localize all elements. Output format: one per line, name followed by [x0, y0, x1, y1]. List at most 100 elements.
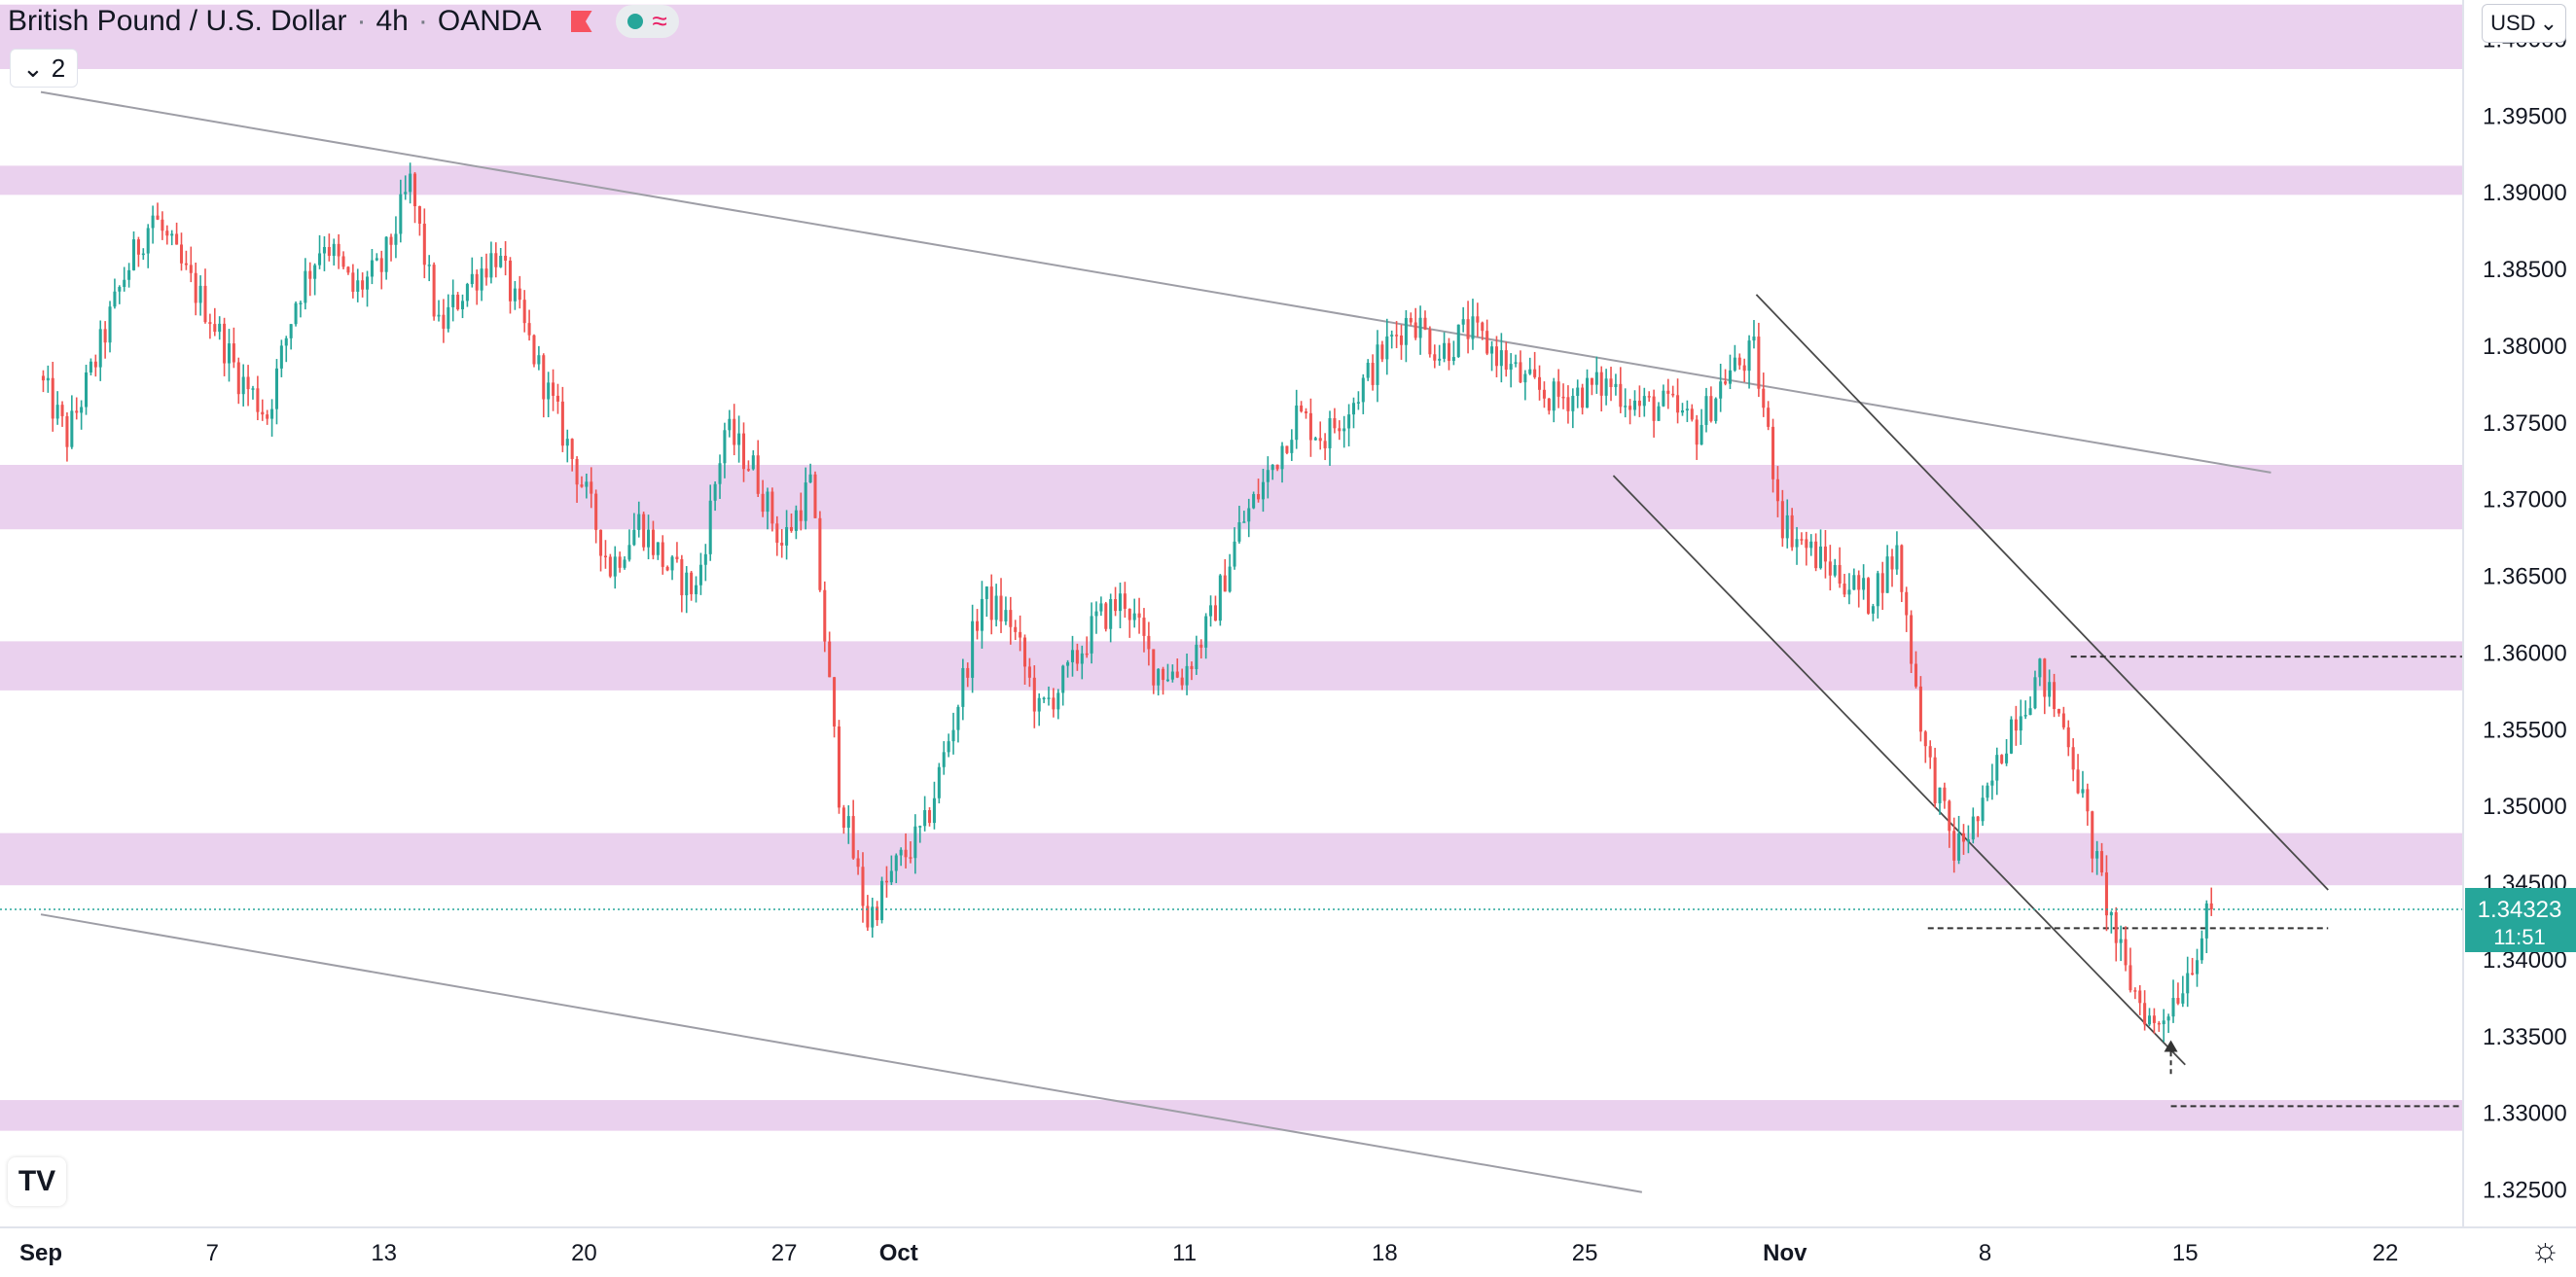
candle-body: [156, 215, 160, 220]
candle-body: [1056, 692, 1060, 710]
candle-body: [1666, 390, 1670, 394]
candle-body: [799, 510, 803, 521]
price-tick-label: 1.38000: [2483, 334, 2567, 360]
candle-body: [513, 288, 517, 302]
candle-body: [1604, 378, 1608, 396]
candle-body: [1052, 697, 1055, 710]
candle-body: [2023, 715, 2027, 717]
symbol-name[interactable]: British Pound / U.S. Dollar: [8, 5, 347, 37]
price-overlays: [0, 908, 2463, 1075]
candle-body: [647, 529, 651, 548]
candle-body: [93, 361, 97, 368]
candle-body: [1552, 381, 1556, 411]
candle-body: [1247, 508, 1251, 522]
candle-body: [1147, 635, 1151, 650]
price-tick-label: 1.33500: [2483, 1024, 2567, 1050]
chevron-down-icon: ⌄: [2539, 11, 2558, 35]
candle-body: [1594, 372, 1598, 385]
candle-body: [1752, 337, 1756, 341]
candle-body: [294, 302, 298, 325]
flag-icon[interactable]: [570, 11, 592, 32]
candle-body: [175, 233, 179, 245]
candle-body: [1242, 521, 1246, 523]
candle-body: [1528, 369, 1532, 374]
tradingview-logo-icon[interactable]: TV: [8, 1157, 66, 1206]
candle-body: [251, 388, 255, 390]
candle-body: [1418, 317, 1422, 338]
candle-body: [1986, 785, 1989, 798]
candle-body: [580, 484, 584, 487]
candle-body: [1900, 545, 1904, 592]
header-separator: ·: [356, 5, 367, 37]
candle-body: [1733, 357, 1736, 371]
candle-body: [980, 598, 984, 631]
candle-body: [2200, 938, 2203, 961]
candle-body: [999, 595, 1003, 621]
candle-body: [737, 433, 741, 445]
candle-body: [127, 269, 131, 280]
candle-body: [1614, 383, 1618, 387]
settings-gear-icon[interactable]: ☼: [2529, 1231, 2560, 1268]
candle-body: [1447, 342, 1450, 362]
candle-body: [1485, 331, 1489, 354]
currency-button[interactable]: USD ⌄: [2482, 4, 2566, 43]
candle-body: [1690, 408, 1694, 420]
candle-body: [837, 726, 841, 808]
candle-body: [1270, 464, 1274, 471]
candle-body: [1061, 665, 1065, 693]
candle-body: [833, 677, 837, 727]
candle-body: [1785, 514, 1789, 539]
candle-body: [123, 279, 126, 288]
candle-body: [489, 253, 493, 278]
candle-body: [1657, 406, 1661, 421]
candle-body: [555, 395, 559, 402]
indicators-toggle-button[interactable]: ⌄ 2: [10, 49, 79, 88]
price-tick-label: 1.36500: [2483, 564, 2567, 590]
candle-body: [961, 667, 965, 707]
candle-body: [465, 284, 469, 302]
candle-body: [522, 300, 526, 324]
candle-body: [746, 469, 750, 471]
candle-body: [356, 280, 360, 292]
candle-body: [1385, 336, 1389, 360]
candle-body: [60, 405, 64, 416]
candle-body: [1724, 381, 1728, 384]
time-tick-label: Oct: [879, 1240, 918, 1266]
price-axis[interactable]: 1.400001.395001.390001.385001.380001.375…: [2483, 26, 2567, 1203]
status-pill[interactable]: ≈: [615, 5, 679, 38]
candle-body: [232, 343, 235, 363]
candle-body: [227, 343, 232, 364]
candle-body: [680, 559, 684, 596]
time-tick-label: 13: [371, 1240, 397, 1266]
candle-body: [789, 526, 794, 531]
candle-body: [1876, 573, 1879, 607]
candle-body: [651, 529, 655, 555]
candle-body: [627, 545, 631, 560]
candle-body: [1027, 666, 1031, 678]
candle-body: [632, 529, 636, 546]
candle-body: [532, 335, 536, 365]
candle-body: [404, 192, 408, 195]
candle-body: [1957, 833, 1961, 861]
candle-body: [2186, 973, 2190, 994]
candle-body: [389, 236, 393, 245]
candle-body: [337, 243, 340, 257]
candle-body: [1800, 539, 1804, 541]
candle-body: [547, 382, 551, 400]
candle-body: [1599, 372, 1603, 396]
candle-body: [818, 517, 822, 590]
interval-label[interactable]: 4h: [376, 5, 409, 37]
candle-body: [1571, 396, 1575, 411]
time-axis[interactable]: Sep 7 13 20 27 Oct 11 18 25 Nov 8 15 22: [19, 1240, 2398, 1266]
price-tick-label: 1.35500: [2483, 717, 2567, 743]
price-zone: [0, 833, 2463, 886]
candle-body: [1223, 575, 1227, 592]
candle-body: [499, 255, 503, 267]
candle-body: [1662, 390, 1665, 407]
candle-body: [971, 621, 975, 678]
candle-body: [98, 329, 102, 368]
candle-body: [1342, 428, 1346, 432]
candle-body: [1838, 564, 1842, 585]
